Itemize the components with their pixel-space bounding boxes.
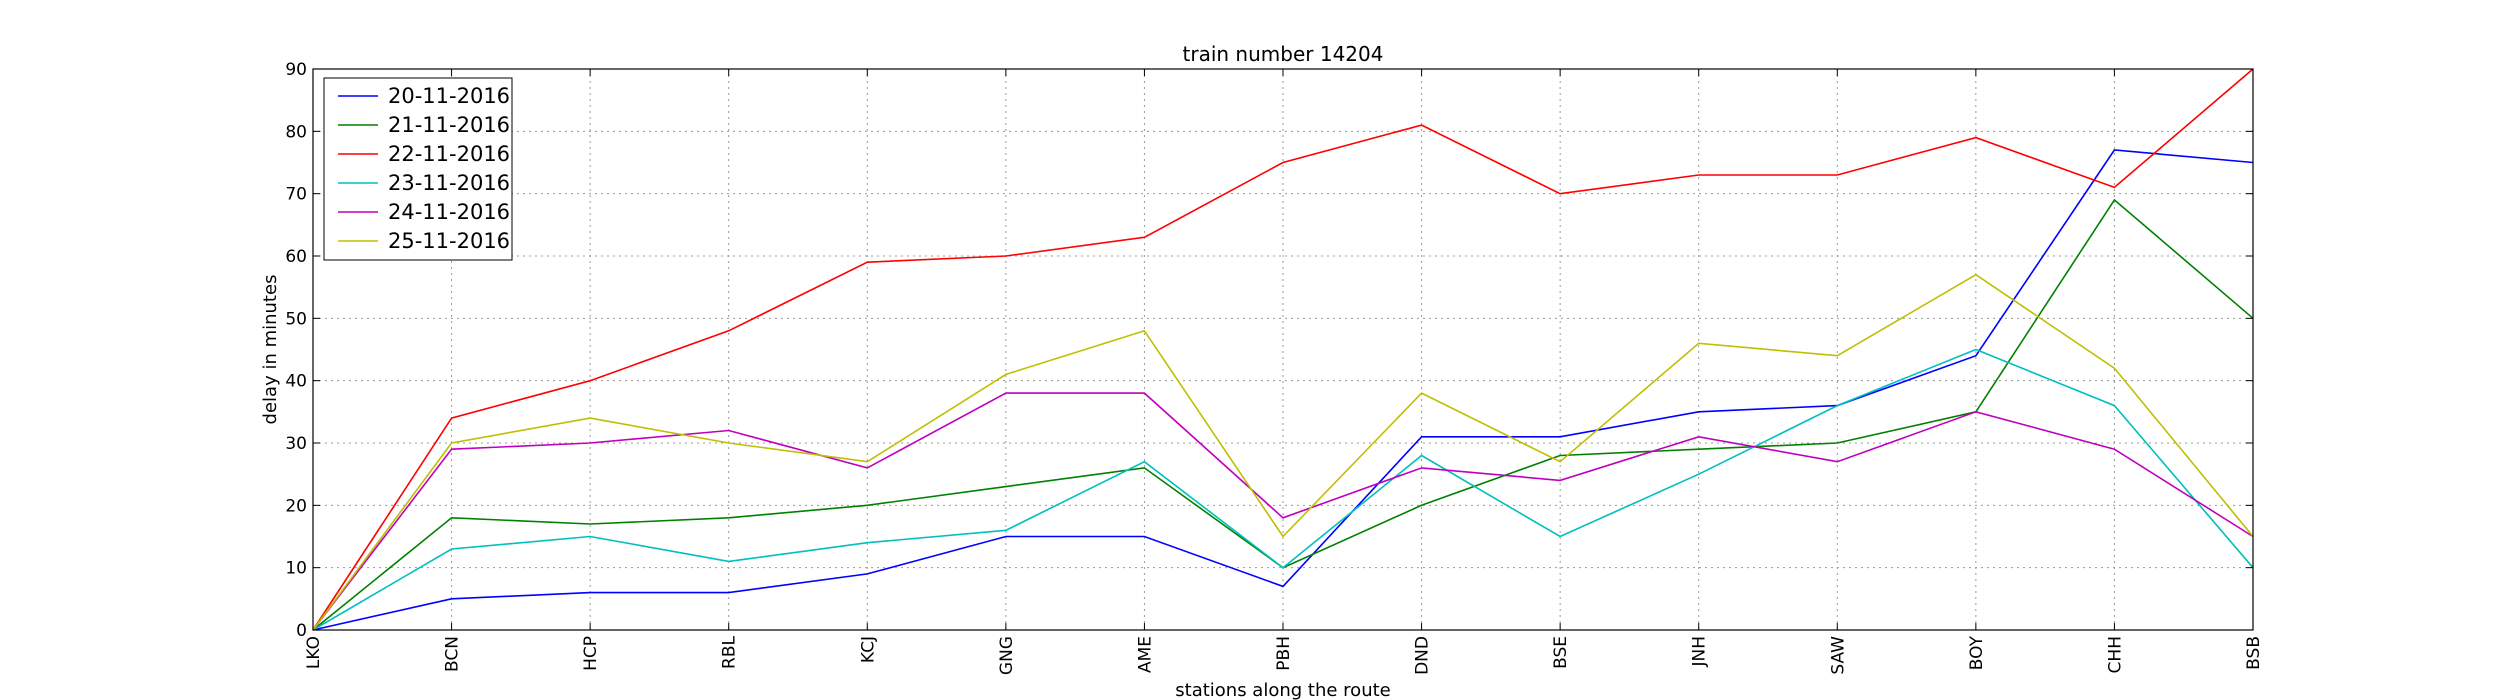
y-tick-label: 50	[285, 309, 307, 329]
x-tick-label: JNH	[1690, 636, 1710, 668]
y-tick-label: 10	[285, 559, 307, 579]
y-tick-label: 80	[285, 122, 307, 142]
series-lines	[312, 68, 2254, 631]
y-tick-label: 20	[285, 496, 307, 516]
y-tick-label: 0	[296, 621, 307, 641]
y-tick-label: 40	[285, 372, 307, 392]
legend-label: 24-11-2016	[388, 200, 510, 224]
x-tick-label: LKO	[304, 636, 324, 669]
x-tick-label: KCJ	[858, 636, 878, 663]
grid	[313, 69, 2253, 630]
series-line-25-11-2016	[312, 273, 2254, 631]
y-tick-label: 30	[285, 434, 307, 454]
legend-label: 22-11-2016	[388, 142, 510, 166]
legend-label: 21-11-2016	[388, 113, 510, 137]
x-tick-label: CHH	[2105, 636, 2125, 673]
axis-ticks: 0 10 20 30 40 50 60 70 80 90 LKO BCN HCP RBL KCJ GNG AME…	[285, 60, 2264, 675]
x-tick-label: HCP	[581, 636, 601, 671]
x-tick-label: BSB	[2244, 636, 2264, 670]
y-axis-label: delay in minutes	[260, 275, 281, 425]
legend-label: 23-11-2016	[388, 171, 510, 195]
x-tick-label: BSE	[1551, 636, 1571, 669]
series-line-21-11-2016	[312, 198, 2254, 631]
x-tick-label: GNG	[997, 636, 1017, 675]
x-tick-label: BOY	[1967, 635, 1987, 670]
x-tick-label: SAW	[1828, 636, 1848, 675]
chart-title: train number 14204	[1183, 42, 1384, 66]
series-line-20-11-2016	[312, 149, 2254, 631]
series-line-22-11-2016	[312, 68, 2254, 631]
series-line-24-11-2016	[312, 392, 2254, 631]
x-tick-label: AME	[1135, 636, 1155, 673]
x-tick-label: RBL	[720, 635, 740, 668]
legend-label: 25-11-2016	[388, 229, 510, 253]
y-tick-label: 60	[285, 247, 307, 267]
x-tick-label: DND	[1413, 636, 1433, 675]
x-axis-label: stations along the route	[1175, 680, 1390, 700]
series-line-23-11-2016	[312, 348, 2254, 631]
legend-box	[323, 77, 513, 261]
y-tick-label: 70	[285, 185, 307, 205]
legend-label: 20-11-2016	[388, 84, 510, 108]
y-tick-label: 90	[285, 60, 307, 80]
x-tick-label: BCN	[443, 636, 463, 672]
x-tick-label: PBH	[1274, 636, 1294, 671]
legend: 20-11-2016 21-11-2016 22-11-2016 23-11-2016…	[323, 77, 513, 261]
